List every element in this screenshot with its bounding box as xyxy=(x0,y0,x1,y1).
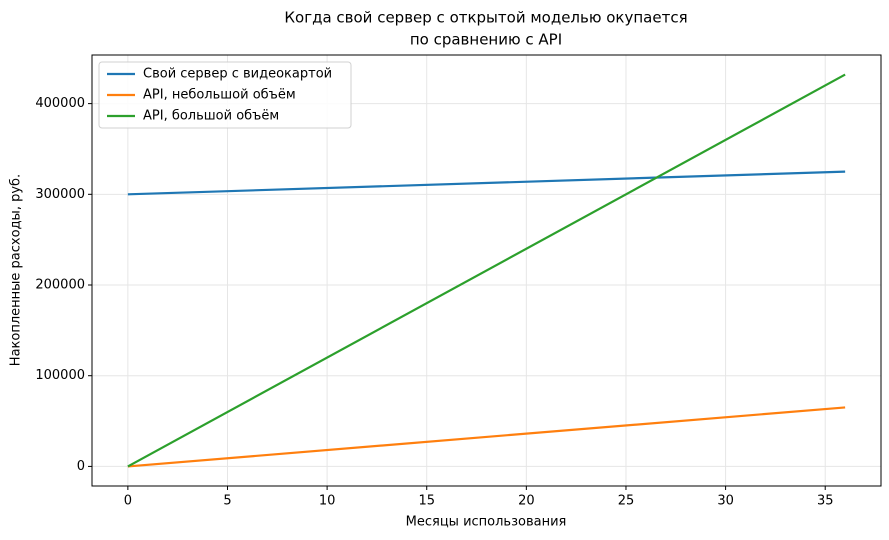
data-line xyxy=(127,406,846,468)
x-tick-label: 5 xyxy=(223,494,231,509)
legend-label: Свой сервер с видеокартой xyxy=(143,67,332,82)
x-axis-label: Месяцы использования xyxy=(406,515,567,530)
chart-title: Когда свой сервер с открытой моделью оку… xyxy=(284,9,687,27)
x-tick-label: 15 xyxy=(418,494,435,509)
x-tick-label: 35 xyxy=(817,494,834,509)
legend-label: API, небольшой объём xyxy=(143,88,296,103)
x-tick-label: 20 xyxy=(518,494,535,509)
y-axis-label: Накопленные расходы, руб. xyxy=(9,174,24,366)
legend: Свой сервер с видеокартой API, небольшой … xyxy=(98,61,352,129)
data-line xyxy=(127,73,846,468)
chart-title: по сравнению с API xyxy=(410,31,562,49)
y-tick-label: 200000 xyxy=(35,278,85,293)
x-tick-label: 30 xyxy=(717,494,734,509)
x-tick-label: 0 xyxy=(124,494,132,509)
y-tick-label: 0 xyxy=(77,459,85,474)
legend-box xyxy=(98,61,352,129)
y-tick-label: 400000 xyxy=(35,96,85,111)
data-line xyxy=(127,170,846,196)
legend-label: API, большой объём xyxy=(143,109,279,124)
y-tick-label: 300000 xyxy=(35,187,85,202)
x-tick-label: 10 xyxy=(319,494,336,509)
plot-frame xyxy=(91,54,882,487)
y-tick-label: 100000 xyxy=(35,368,85,383)
x-tick-label: 25 xyxy=(618,494,635,509)
